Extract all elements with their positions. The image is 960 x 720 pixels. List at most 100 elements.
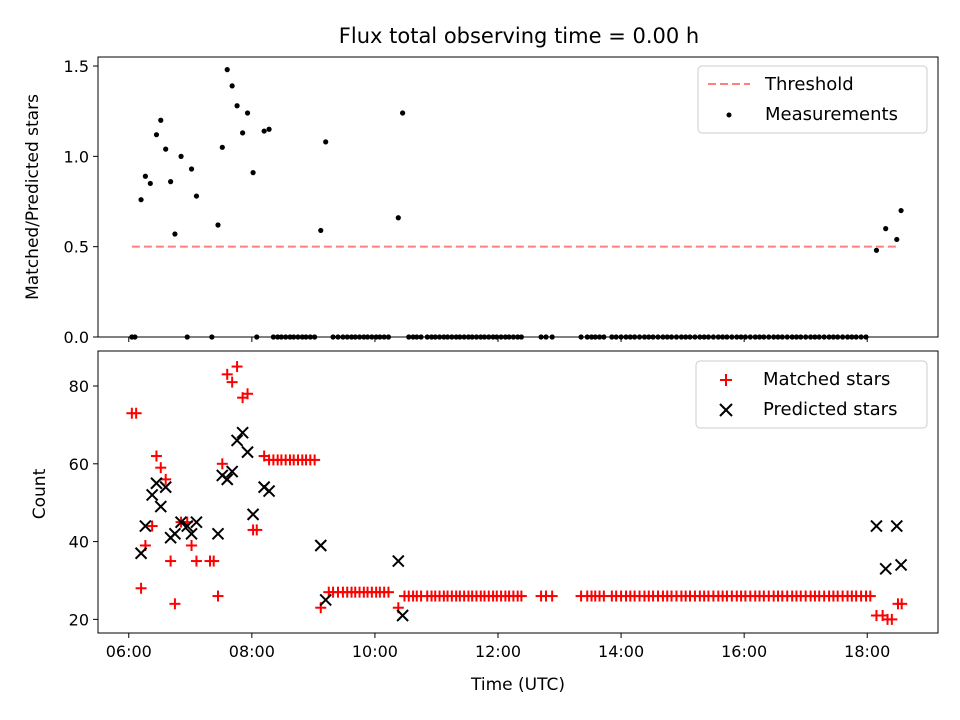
bottom-y-tick-label: 60 (69, 455, 89, 474)
measurement-point (738, 334, 744, 340)
measurement-point (219, 144, 225, 150)
matched-star-marker (208, 555, 220, 567)
measurement-point (254, 334, 260, 340)
measurement-point (578, 334, 584, 340)
predicted-star-marker (154, 500, 167, 513)
measurement-point (424, 334, 430, 340)
measurement-point (660, 334, 666, 340)
predicted-star-marker (145, 488, 159, 502)
measurement-point (318, 227, 324, 234)
matched-star-marker (242, 388, 254, 400)
measurement-point (734, 334, 740, 340)
measurement-point (761, 334, 767, 340)
legend-predicted-swatch (719, 403, 733, 417)
measurement-point (650, 334, 656, 340)
measurement-point (395, 215, 401, 221)
measurement-point (720, 334, 726, 340)
predicted-star-marker (134, 547, 148, 560)
measurement-point (469, 334, 475, 340)
predicted-star-marker (190, 515, 203, 529)
measurement-point (138, 197, 144, 203)
top-x-ticks (128, 337, 868, 342)
measurement-point (291, 334, 297, 340)
measurement-point (188, 166, 195, 172)
predicted-star-marker (174, 515, 188, 529)
measurement-point (410, 334, 416, 340)
matched-star-marker (186, 539, 198, 551)
legend-threshold-label: Threshold (764, 74, 854, 95)
measurement-point (835, 334, 841, 340)
measurement-point (361, 334, 367, 340)
measurement-point (457, 334, 463, 340)
matched-star-marker (546, 590, 558, 602)
measurement-point (418, 334, 424, 340)
measurement-point (335, 334, 341, 340)
measurement-point (510, 334, 516, 340)
measurement-point (250, 170, 256, 176)
measurement-point (673, 334, 680, 340)
predicted-star-marker (159, 480, 172, 494)
measurement-point (481, 334, 488, 340)
measurement-point (142, 173, 148, 179)
measurement-point (775, 334, 781, 340)
measurement-point (340, 334, 346, 340)
predicted-star-marker (879, 562, 892, 576)
measurement-point (502, 334, 508, 340)
measurement-point (377, 334, 383, 340)
predicted-star-marker (185, 527, 198, 541)
measurement-point (771, 334, 777, 340)
measurement-point (623, 334, 629, 340)
measurement-point (270, 334, 276, 340)
x-tick-label: 16:00 (721, 642, 767, 661)
chart-title: Flux total observing time = 0.00 h (339, 24, 699, 48)
measurement-point (853, 334, 859, 340)
bottom-y-ticks: 20 40 60 80 (69, 377, 98, 629)
matched-star-marker (515, 590, 527, 602)
measurement-point (364, 334, 371, 340)
legend-measurements-label: Measurements (765, 104, 898, 125)
measurement-point (432, 334, 438, 340)
measurement-point (381, 334, 387, 340)
bottom-y-tick-label: 40 (69, 533, 89, 552)
predicted-stars-points (134, 426, 908, 622)
measurement-point (683, 334, 689, 340)
x-tick-label: 12:00 (475, 642, 521, 661)
matched-star-marker (190, 555, 202, 567)
measurement-point (428, 334, 435, 340)
measurement-point (490, 334, 496, 340)
measurement-point (664, 334, 670, 340)
measurement-point (678, 334, 684, 340)
predicted-star-marker (870, 519, 883, 533)
predicted-star-marker (890, 519, 903, 533)
measurement-point (385, 334, 392, 340)
measurement-point (808, 334, 814, 340)
measurement-point (756, 334, 763, 340)
measurement-point (229, 83, 235, 89)
x-tick-label: 08:00 (229, 642, 275, 661)
bottom-x-ticks: 06:00 08:00 10:00 12:00 14:00 16:00 18:00 (106, 633, 890, 661)
measurement-point (330, 334, 336, 340)
measurement-point (303, 334, 309, 340)
measurement-point (729, 334, 735, 340)
measurement-point (287, 334, 293, 340)
predicted-star-marker (241, 445, 254, 459)
bottom-y-tick-label: 80 (69, 377, 89, 396)
x-tick-label: 18:00 (844, 642, 890, 661)
measurement-point (283, 334, 289, 340)
predicted-star-marker (396, 609, 409, 622)
predicted-star-marker (150, 477, 163, 490)
measurement-point (883, 226, 889, 232)
matched-star-marker (896, 598, 908, 610)
measurement-point (261, 128, 267, 134)
measurement-point (153, 132, 160, 138)
matched-star-marker (226, 376, 238, 388)
measurement-point (498, 334, 504, 340)
measurement-point (747, 334, 753, 340)
measurement-point (701, 334, 707, 340)
measurement-point (636, 334, 643, 340)
measurement-point (414, 334, 420, 340)
bottom-axes-frame (97, 350, 939, 634)
x-axis-label: Time (UTC) (470, 675, 565, 695)
measurement-point (240, 130, 246, 136)
